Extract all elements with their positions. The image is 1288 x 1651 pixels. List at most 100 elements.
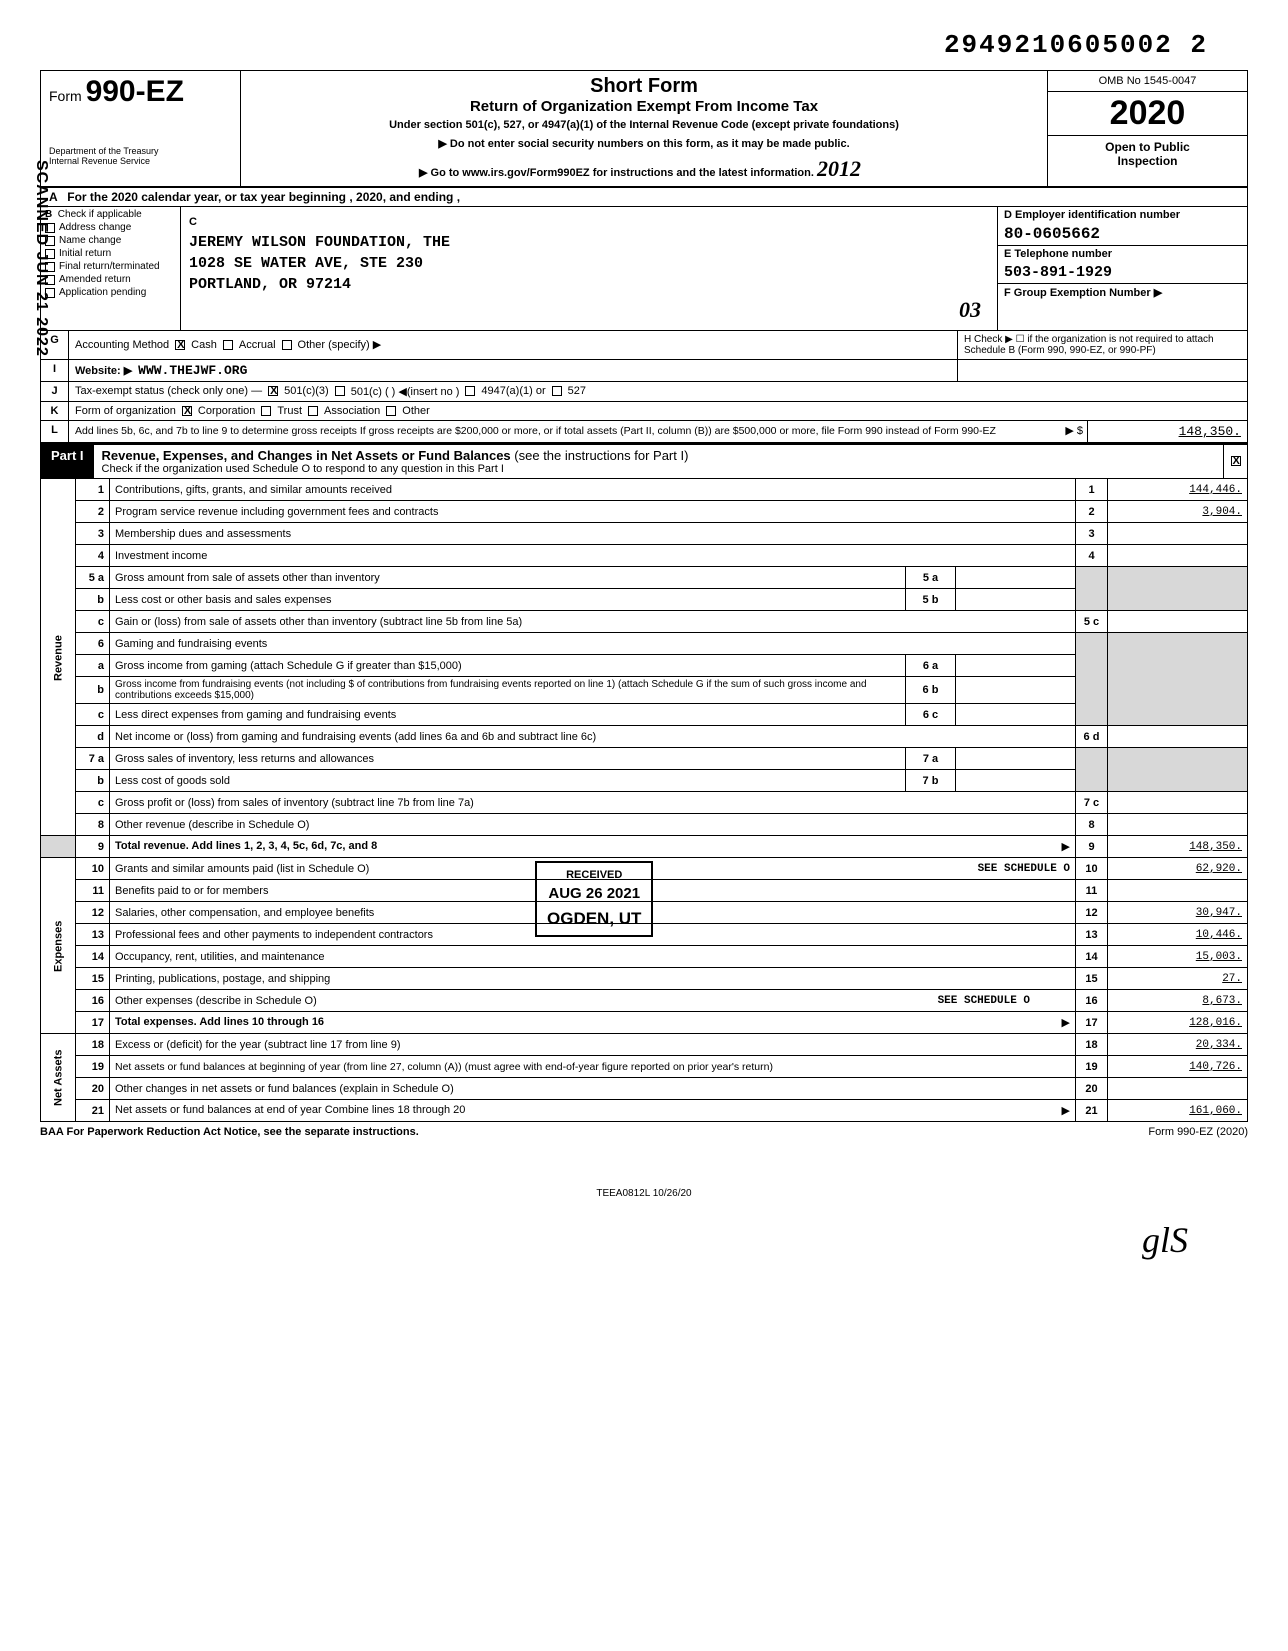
line-14-amt: 15,003. — [1108, 946, 1248, 968]
chk-cash[interactable] — [175, 340, 185, 350]
line-5a-desc: Gross amount from sale of assets other t… — [110, 567, 906, 589]
tax-year: 2020 — [1048, 92, 1247, 136]
line-4-desc: Investment income — [110, 545, 1076, 567]
chk-association[interactable] — [308, 406, 318, 416]
received-stamp: RECEIVED AUG 26 2021 OGDEN, UT — [535, 861, 653, 938]
line-10-amt: 62,920. — [1108, 858, 1248, 880]
org-address-1: 1028 SE WATER AVE, STE 230 — [189, 255, 423, 272]
line-8-desc: Other revenue (describe in Schedule O) — [110, 814, 1076, 836]
line-7a-desc: Gross sales of inventory, less returns a… — [110, 748, 906, 770]
line-10-desc: Grants and similar amounts paid (list in… — [110, 858, 1076, 880]
line-18-amt: 20,334. — [1108, 1034, 1248, 1056]
line-15-desc: Printing, publications, postage, and shi… — [110, 968, 1076, 990]
line-1-amt: 144,446. — [1108, 479, 1248, 501]
footer-code: TEEA0812L 10/26/20 — [40, 1188, 1248, 1199]
line-5b-desc: Less cost or other basis and sales expen… — [110, 589, 906, 611]
chk-trust[interactable] — [261, 406, 271, 416]
title-short-form: Short Form — [247, 75, 1041, 98]
line-1-desc: Contributions, gifts, grants, and simila… — [110, 479, 1076, 501]
line-16-desc: Other expenses (describe in Schedule O) … — [110, 990, 1076, 1012]
side-expenses: Expenses — [41, 858, 76, 1034]
org-address-2: PORTLAND, OR 97214 — [189, 276, 351, 293]
part-1-paren: (see the instructions for Part I) — [514, 448, 688, 463]
line-7b-desc: Less cost of goods sold — [110, 770, 906, 792]
phone-value: 503-891-1929 — [998, 262, 1247, 283]
document-id-number: 2949210605002 2 — [40, 30, 1248, 60]
chk-4947[interactable] — [465, 386, 475, 396]
signature: glS — [40, 1219, 1248, 1261]
line-9-amt: 148,350. — [1108, 836, 1248, 858]
line-2-desc: Program service revenue including govern… — [110, 501, 1076, 523]
title-main: Return of Organization Exempt From Incom… — [247, 98, 1041, 115]
ein-value: 80-0605662 — [998, 223, 1247, 245]
chk-501c[interactable] — [335, 386, 345, 396]
omb-number: OMB No 1545-0047 — [1048, 71, 1247, 92]
line-6a-desc: Gross income from gaming (attach Schedul… — [110, 655, 906, 677]
chk-accrual[interactable] — [223, 340, 233, 350]
line-21-amt: 161,060. — [1108, 1100, 1248, 1122]
column-b-checkboxes: B Check if applicable Address change Nam… — [41, 207, 181, 330]
line-3-amt — [1108, 523, 1248, 545]
open-public-2: Inspection — [1052, 154, 1243, 168]
accounting-method-label: Accounting Method — [75, 339, 169, 351]
form-org-label: Form of organization — [75, 405, 176, 417]
row-j-letter: J — [41, 382, 69, 401]
line-14-desc: Occupancy, rent, utilities, and maintena… — [110, 946, 1076, 968]
gross-arrow: ▶ $ — [1047, 421, 1087, 442]
box-h-schedule-b: H Check ▶ ☐ if the organization is not r… — [957, 331, 1247, 359]
side-net-assets: Net Assets — [41, 1034, 76, 1122]
dept-irs: Internal Revenue Service — [49, 157, 232, 167]
chk-corporation[interactable] — [182, 406, 192, 416]
footer-form-ref: Form 990-EZ (2020) — [1148, 1126, 1248, 1138]
form-header: Form 990-EZ Department of the Treasury I… — [40, 70, 1248, 188]
org-name: JEREMY WILSON FOUNDATION, THE — [189, 234, 450, 251]
row-l-letter: L — [41, 421, 69, 442]
scanned-date-stamp: SCANNED JUN 21 2022 — [32, 160, 50, 357]
line-6b-desc: Gross income from fundraising events (no… — [110, 677, 906, 704]
part-1-table: Revenue 1Contributions, gifts, grants, a… — [40, 479, 1248, 1123]
line-3-desc: Membership dues and assessments — [110, 523, 1076, 545]
row-a-calendar-year: A For the 2020 calendar year, or tax yea… — [40, 188, 1248, 207]
title-section: Under section 501(c), 527, or 4947(a)(1)… — [247, 119, 1041, 131]
gross-receipts-text: Add lines 5b, 6c, and 7b to line 9 to de… — [75, 425, 996, 437]
website-instruction: ▶ Go to www.irs.gov/Form990EZ for instru… — [247, 156, 1041, 182]
chk-other-org[interactable] — [386, 406, 396, 416]
website-label: Website: ▶ — [75, 364, 132, 377]
part-1-label: Part I — [41, 445, 94, 478]
line-16-amt: 8,673. — [1108, 990, 1248, 1012]
chk-schedule-o-part1[interactable] — [1231, 456, 1241, 466]
line-6c-desc: Less direct expenses from gaming and fun… — [110, 704, 906, 726]
line-17-amt: 128,016. — [1108, 1012, 1248, 1034]
chk-527[interactable] — [552, 386, 562, 396]
line-9-desc: Total revenue. Add lines 1, 2, 3, 4, 5c,… — [110, 836, 1076, 858]
side-revenue: Revenue — [41, 479, 76, 836]
line-12-amt: 30,947. — [1108, 902, 1248, 924]
line-20-desc: Other changes in net assets or fund bala… — [110, 1078, 1076, 1100]
ssn-warning: ▶ Do not enter social security numbers o… — [247, 137, 1041, 150]
chk-501c3[interactable] — [268, 386, 278, 396]
open-public-1: Open to Public — [1052, 140, 1243, 154]
box-f-label: F Group Exemption Number ▶ — [998, 283, 1247, 301]
line-15-amt: 27. — [1108, 968, 1248, 990]
tax-status-label: Tax-exempt status (check only one) — — [75, 385, 262, 397]
website-value: WWW.THEJWF.ORG — [138, 363, 247, 378]
line-21-desc: Net assets or fund balances at end of ye… — [110, 1100, 1076, 1122]
line-6-desc: Gaming and fundraising events — [110, 633, 1076, 655]
form-number: Form 990-EZ — [49, 75, 232, 109]
box-e-label: E Telephone number — [998, 245, 1247, 262]
box-d-label: D Employer identification number — [998, 207, 1247, 223]
line-17-desc: Total expenses. Add lines 10 through 16▶ — [110, 1012, 1076, 1034]
line-2-amt: 3,904. — [1108, 501, 1248, 523]
part-1-sub: Check if the organization used Schedule … — [102, 463, 1215, 475]
line-19-desc: Net assets or fund balances at beginning… — [110, 1056, 1076, 1078]
footer-baa: BAA For Paperwork Reduction Act Notice, … — [40, 1126, 419, 1138]
gross-receipts-amount: 148,350. — [1087, 421, 1247, 442]
line-19-amt: 140,726. — [1108, 1056, 1248, 1078]
chk-other-method[interactable] — [282, 340, 292, 350]
handwritten-03: 03 — [189, 295, 989, 326]
part-1-title: Revenue, Expenses, and Changes in Net As… — [102, 448, 511, 463]
row-k-letter: K — [41, 402, 69, 420]
line-13-amt: 10,446. — [1108, 924, 1248, 946]
line-7c-desc: Gross profit or (loss) from sales of inv… — [110, 792, 1076, 814]
line-18-desc: Excess or (deficit) for the year (subtra… — [110, 1034, 1076, 1056]
